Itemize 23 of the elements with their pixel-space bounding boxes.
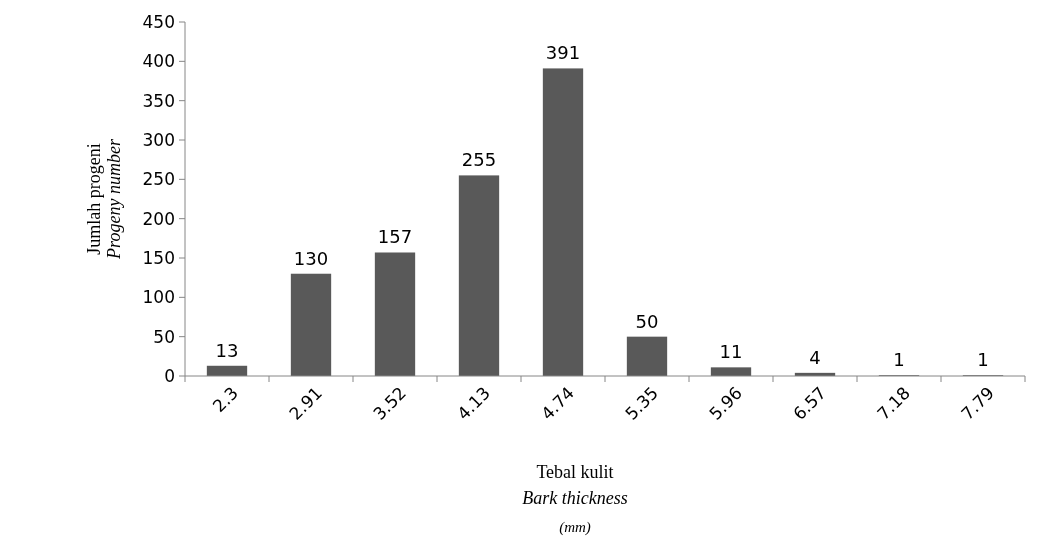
data-label: 50 <box>635 310 659 332</box>
y-tick-label: 200 <box>142 208 175 229</box>
data-label: 391 <box>545 42 581 64</box>
x-axis-title: Tebal kulit Bark thickness (mm) <box>522 462 628 536</box>
y-tick-label: 100 <box>142 287 175 308</box>
y-tick-label: 250 <box>142 169 175 190</box>
y-tick-label: 150 <box>142 247 175 268</box>
y-tick-label: 400 <box>142 51 175 72</box>
y-axis-title: Jumlah progeni Progeny number <box>84 138 124 260</box>
y-tick-label: 300 <box>142 129 175 150</box>
data-label: 11 <box>719 341 743 363</box>
x-tick-label: 2.3 <box>208 382 243 417</box>
y-tick-label: 350 <box>142 90 175 111</box>
data-label: 1 <box>893 349 905 371</box>
data-label: 130 <box>293 247 329 269</box>
data-label: 157 <box>377 226 413 248</box>
data-label: 255 <box>461 149 497 171</box>
data-label: 4 <box>809 346 821 368</box>
data-label: 13 <box>215 339 239 361</box>
y-tick-label: 450 <box>142 11 175 32</box>
y-tick-label: 50 <box>153 326 175 347</box>
data-label: 1 <box>977 349 989 371</box>
y-tick-label: 0 <box>164 365 175 386</box>
